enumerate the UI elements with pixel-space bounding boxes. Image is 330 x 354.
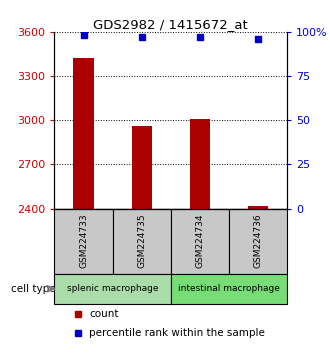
Text: GSM224735: GSM224735 <box>137 214 146 268</box>
Bar <box>171 274 287 304</box>
Text: GSM224733: GSM224733 <box>79 214 88 268</box>
Title: GDS2982 / 1415672_at: GDS2982 / 1415672_at <box>93 18 248 31</box>
Bar <box>113 209 171 274</box>
Text: GSM224734: GSM224734 <box>195 214 204 268</box>
Text: splenic macrophage: splenic macrophage <box>67 284 158 293</box>
Bar <box>248 206 268 209</box>
Bar <box>132 126 152 209</box>
Text: GSM224736: GSM224736 <box>253 214 263 268</box>
Bar <box>190 119 210 209</box>
Text: cell type: cell type <box>11 284 56 294</box>
Bar <box>229 209 287 274</box>
Text: percentile rank within the sample: percentile rank within the sample <box>89 329 265 338</box>
Bar <box>171 209 229 274</box>
Bar <box>54 274 171 304</box>
Bar <box>54 209 113 274</box>
Bar <box>73 58 94 209</box>
Text: intestinal macrophage: intestinal macrophage <box>178 284 280 293</box>
Text: count: count <box>89 309 119 319</box>
